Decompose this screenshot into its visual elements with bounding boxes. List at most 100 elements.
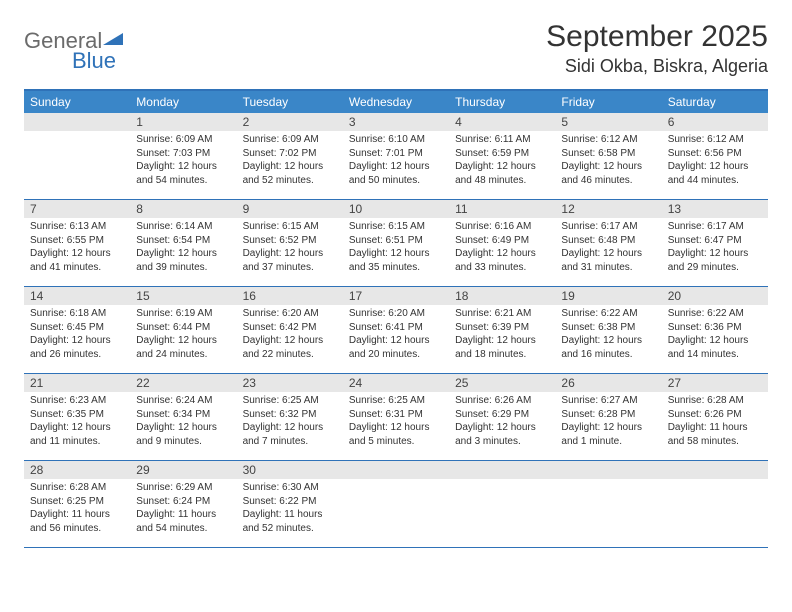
daylight-text: Daylight: 12 hours — [243, 334, 337, 348]
location: Sidi Okba, Biskra, Algeria — [546, 56, 768, 77]
daylight-text: Daylight: 12 hours — [243, 160, 337, 174]
sunset-text: Sunset: 6:51 PM — [349, 234, 443, 248]
sunset-text: Sunset: 6:49 PM — [455, 234, 549, 248]
day-number: 9 — [237, 200, 343, 218]
sunset-text: Sunset: 6:42 PM — [243, 321, 337, 335]
daylight-text: Daylight: 12 hours — [349, 421, 443, 435]
daylight-text: Daylight: 12 hours — [30, 334, 124, 348]
day-cell: 25Sunrise: 6:26 AMSunset: 6:29 PMDayligh… — [449, 374, 555, 460]
day-details: Sunrise: 6:13 AMSunset: 6:55 PMDaylight:… — [24, 218, 130, 278]
day-details: Sunrise: 6:30 AMSunset: 6:22 PMDaylight:… — [237, 479, 343, 539]
calendar: SundayMondayTuesdayWednesdayThursdayFrid… — [24, 89, 768, 548]
daylight-text: and 7 minutes. — [243, 435, 337, 449]
day-number: 6 — [662, 113, 768, 131]
daylight-text: and 33 minutes. — [455, 261, 549, 275]
day-number: 5 — [555, 113, 661, 131]
day-cell: 24Sunrise: 6:25 AMSunset: 6:31 PMDayligh… — [343, 374, 449, 460]
day-number: 2 — [237, 113, 343, 131]
sunset-text: Sunset: 6:36 PM — [668, 321, 762, 335]
weeks-container: 1Sunrise: 6:09 AMSunset: 7:03 PMDaylight… — [24, 113, 768, 548]
day-details: Sunrise: 6:24 AMSunset: 6:34 PMDaylight:… — [130, 392, 236, 452]
day-number — [24, 113, 130, 131]
day-number: 4 — [449, 113, 555, 131]
day-details: Sunrise: 6:22 AMSunset: 6:38 PMDaylight:… — [555, 305, 661, 365]
daylight-text: and 52 minutes. — [243, 174, 337, 188]
day-number: 28 — [24, 461, 130, 479]
day-cell: 14Sunrise: 6:18 AMSunset: 6:45 PMDayligh… — [24, 287, 130, 373]
day-cell: 23Sunrise: 6:25 AMSunset: 6:32 PMDayligh… — [237, 374, 343, 460]
day-details: Sunrise: 6:28 AMSunset: 6:25 PMDaylight:… — [24, 479, 130, 539]
day-cell: 15Sunrise: 6:19 AMSunset: 6:44 PMDayligh… — [130, 287, 236, 373]
day-details: Sunrise: 6:15 AMSunset: 6:52 PMDaylight:… — [237, 218, 343, 278]
daylight-text: and 54 minutes. — [136, 522, 230, 536]
week-row: 28Sunrise: 6:28 AMSunset: 6:25 PMDayligh… — [24, 461, 768, 548]
day-cell: 12Sunrise: 6:17 AMSunset: 6:48 PMDayligh… — [555, 200, 661, 286]
week-row: 1Sunrise: 6:09 AMSunset: 7:03 PMDaylight… — [24, 113, 768, 200]
day-details: Sunrise: 6:28 AMSunset: 6:26 PMDaylight:… — [662, 392, 768, 452]
daylight-text: Daylight: 12 hours — [455, 334, 549, 348]
daylight-text: and 54 minutes. — [136, 174, 230, 188]
daylight-text: and 9 minutes. — [136, 435, 230, 449]
sunrise-text: Sunrise: 6:20 AM — [243, 307, 337, 321]
daylight-text: and 52 minutes. — [243, 522, 337, 536]
day-number: 22 — [130, 374, 236, 392]
sunrise-text: Sunrise: 6:19 AM — [136, 307, 230, 321]
sunrise-text: Sunrise: 6:28 AM — [30, 481, 124, 495]
daylight-text: and 56 minutes. — [30, 522, 124, 536]
day-details — [662, 479, 768, 485]
day-number: 19 — [555, 287, 661, 305]
day-details: Sunrise: 6:29 AMSunset: 6:24 PMDaylight:… — [130, 479, 236, 539]
day-number: 23 — [237, 374, 343, 392]
header: GeneralBlue September 2025 Sidi Okba, Bi… — [24, 20, 768, 77]
day-cell: 9Sunrise: 6:15 AMSunset: 6:52 PMDaylight… — [237, 200, 343, 286]
day-number: 30 — [237, 461, 343, 479]
day-cell: 6Sunrise: 6:12 AMSunset: 6:56 PMDaylight… — [662, 113, 768, 199]
daylight-text: and 22 minutes. — [243, 348, 337, 362]
day-cell: 22Sunrise: 6:24 AMSunset: 6:34 PMDayligh… — [130, 374, 236, 460]
day-details — [343, 479, 449, 485]
daylight-text: Daylight: 12 hours — [136, 334, 230, 348]
daylight-text: Daylight: 12 hours — [561, 334, 655, 348]
day-number — [555, 461, 661, 479]
day-cell: 18Sunrise: 6:21 AMSunset: 6:39 PMDayligh… — [449, 287, 555, 373]
sunrise-text: Sunrise: 6:26 AM — [455, 394, 549, 408]
daylight-text: Daylight: 12 hours — [136, 247, 230, 261]
sunset-text: Sunset: 6:48 PM — [561, 234, 655, 248]
daylight-text: Daylight: 12 hours — [455, 247, 549, 261]
day-number: 8 — [130, 200, 236, 218]
empty-cell — [24, 113, 130, 199]
daylight-text: and 39 minutes. — [136, 261, 230, 275]
day-number: 25 — [449, 374, 555, 392]
day-number: 7 — [24, 200, 130, 218]
day-details: Sunrise: 6:22 AMSunset: 6:36 PMDaylight:… — [662, 305, 768, 365]
sunrise-text: Sunrise: 6:25 AM — [349, 394, 443, 408]
daylight-text: and 35 minutes. — [349, 261, 443, 275]
daylight-text: and 26 minutes. — [30, 348, 124, 362]
day-header-tuesday: Tuesday — [237, 91, 343, 113]
daylight-text: Daylight: 11 hours — [243, 508, 337, 522]
sunrise-text: Sunrise: 6:22 AM — [668, 307, 762, 321]
sunset-text: Sunset: 6:45 PM — [30, 321, 124, 335]
day-details: Sunrise: 6:12 AMSunset: 6:56 PMDaylight:… — [662, 131, 768, 191]
day-cell: 2Sunrise: 6:09 AMSunset: 7:02 PMDaylight… — [237, 113, 343, 199]
day-details — [555, 479, 661, 485]
day-number: 1 — [130, 113, 236, 131]
day-details — [449, 479, 555, 485]
day-cell: 1Sunrise: 6:09 AMSunset: 7:03 PMDaylight… — [130, 113, 236, 199]
daylight-text: Daylight: 12 hours — [136, 160, 230, 174]
day-cell: 17Sunrise: 6:20 AMSunset: 6:41 PMDayligh… — [343, 287, 449, 373]
daylight-text: Daylight: 12 hours — [30, 421, 124, 435]
day-details: Sunrise: 6:12 AMSunset: 6:58 PMDaylight:… — [555, 131, 661, 191]
sunrise-text: Sunrise: 6:17 AM — [561, 220, 655, 234]
day-cell: 7Sunrise: 6:13 AMSunset: 6:55 PMDaylight… — [24, 200, 130, 286]
day-details: Sunrise: 6:10 AMSunset: 7:01 PMDaylight:… — [343, 131, 449, 191]
day-details: Sunrise: 6:26 AMSunset: 6:29 PMDaylight:… — [449, 392, 555, 452]
daylight-text: Daylight: 12 hours — [561, 160, 655, 174]
sunset-text: Sunset: 6:47 PM — [668, 234, 762, 248]
sunrise-text: Sunrise: 6:12 AM — [668, 133, 762, 147]
day-number: 21 — [24, 374, 130, 392]
day-number: 20 — [662, 287, 768, 305]
daylight-text: and 29 minutes. — [668, 261, 762, 275]
daylight-text: and 41 minutes. — [30, 261, 124, 275]
sunrise-text: Sunrise: 6:12 AM — [561, 133, 655, 147]
